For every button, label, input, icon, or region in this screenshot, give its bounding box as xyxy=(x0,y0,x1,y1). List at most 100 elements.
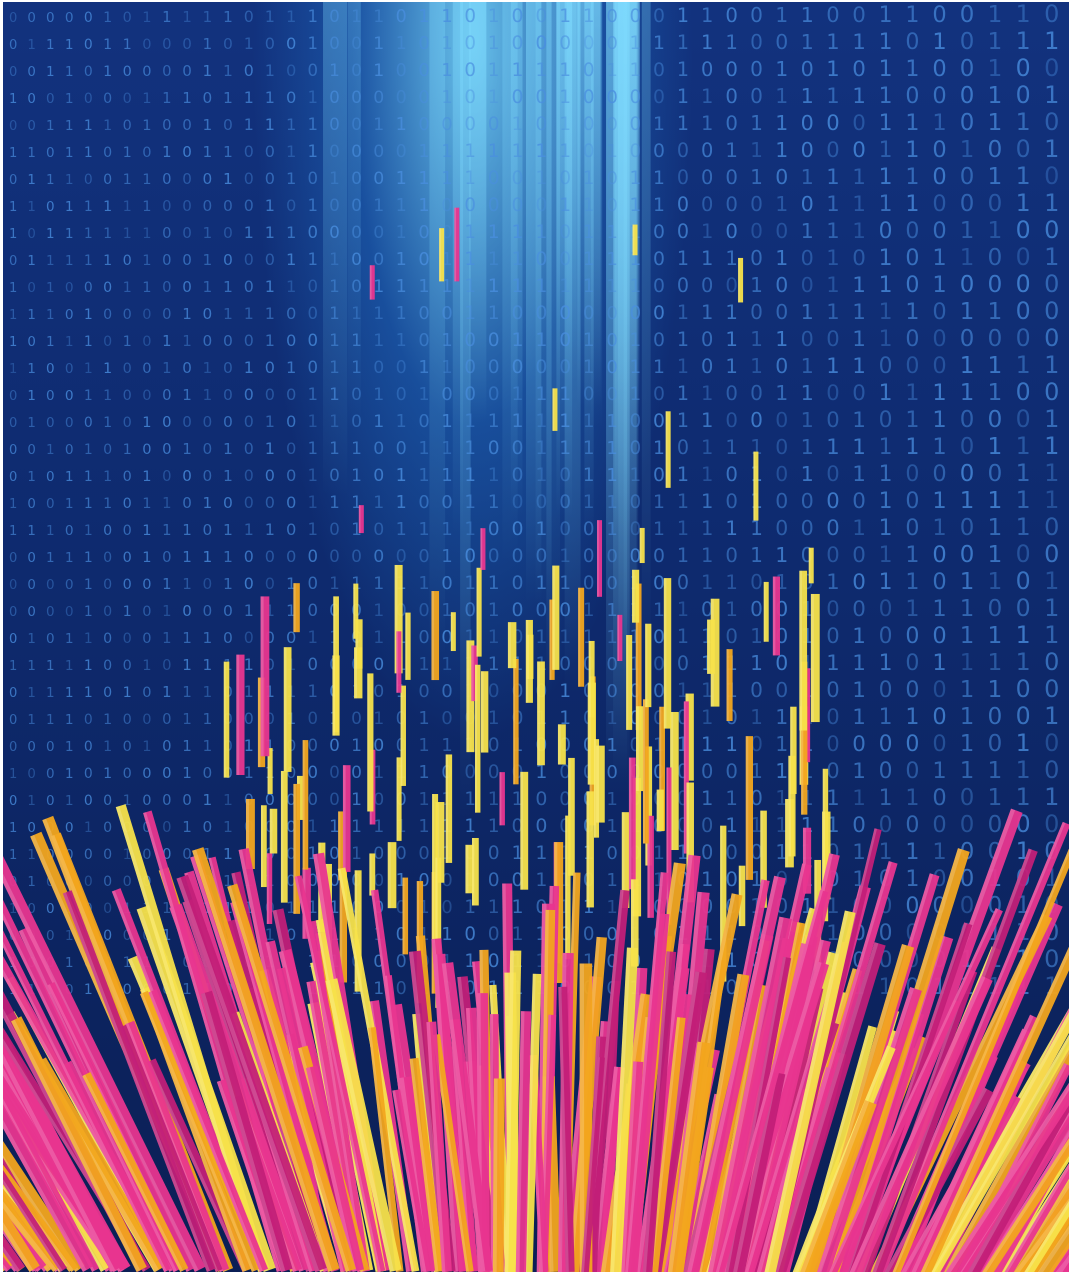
binary-digit: 0 xyxy=(630,303,642,324)
binary-digit: 1 xyxy=(65,64,74,80)
binary-digit: 0 xyxy=(396,439,407,459)
binary-digit: 0 xyxy=(606,303,618,324)
binary-digit: 1 xyxy=(701,679,713,702)
binary-digit: 1 xyxy=(488,6,500,27)
binary-digit: 0 xyxy=(932,542,946,568)
data-stream-bar xyxy=(632,224,638,256)
binary-digit: 1 xyxy=(162,360,171,377)
binary-digit: 0 xyxy=(203,521,213,539)
binary-digit: 0 xyxy=(307,574,318,593)
binary-digit: 0 xyxy=(725,193,738,216)
light-ray xyxy=(323,2,348,497)
binary-digit: 1 xyxy=(103,361,112,377)
binary-digit: 1 xyxy=(750,435,763,459)
binary-digit: 1 xyxy=(123,145,132,161)
binary-digit: 1 xyxy=(307,196,318,215)
binary-digit: 1 xyxy=(441,330,453,351)
binary-digit: 0 xyxy=(46,604,55,620)
binary-digit: 0 xyxy=(630,681,642,702)
binary-digit: 1 xyxy=(418,762,429,783)
binary-digit: 1 xyxy=(396,34,407,54)
data-stream-bar xyxy=(358,505,364,534)
binary-digit: 0 xyxy=(826,461,839,486)
binary-digit: 0 xyxy=(84,415,93,431)
binary-digit: 1 xyxy=(9,524,17,539)
binary-digit: 0 xyxy=(142,144,151,161)
binary-digit: 1 xyxy=(307,142,318,161)
binary-digit: 1 xyxy=(265,412,275,431)
binary-digit: 1 xyxy=(142,522,151,539)
binary-digit: 0 xyxy=(511,545,523,567)
binary-digit: 0 xyxy=(653,384,665,405)
binary-digit: 0 xyxy=(1016,702,1031,730)
binary-digit: 1 xyxy=(826,218,839,243)
binary-digit: 1 xyxy=(1016,351,1031,379)
binary-digit: 1 xyxy=(65,469,74,485)
binary-digit: 1 xyxy=(488,492,500,513)
binary-digit: 0 xyxy=(265,547,275,566)
binary-digit: 0 xyxy=(373,169,384,189)
binary-digit: 0 xyxy=(559,249,571,270)
light-ray xyxy=(566,2,577,358)
binary-digit: 1 xyxy=(464,249,476,270)
binary-digit: 1 xyxy=(879,30,893,55)
binary-digit: 1 xyxy=(182,710,192,728)
binary-digit: 0 xyxy=(142,387,151,404)
binary-digit: 1 xyxy=(677,598,689,621)
binary-digit: 0 xyxy=(583,573,595,594)
binary-digit: 0 xyxy=(265,250,275,269)
binary-digit: 0 xyxy=(9,254,17,269)
binary-digit: 0 xyxy=(396,61,407,81)
binary-digit: 0 xyxy=(677,166,689,189)
binary-digit: 1 xyxy=(511,410,523,432)
binary-digit: 0 xyxy=(535,788,547,810)
binary-digit: 0 xyxy=(351,34,362,54)
binary-digit: 0 xyxy=(103,793,112,809)
binary-digit: 0 xyxy=(244,547,254,566)
binary-digit: 1 xyxy=(852,84,866,109)
binary-digit: 0 xyxy=(351,196,362,216)
binary-digit: 0 xyxy=(123,631,132,647)
binary-digit: 0 xyxy=(960,461,975,487)
binary-digit: 0 xyxy=(123,550,132,566)
binary-digit: 0 xyxy=(351,385,362,405)
binary-digit: 1 xyxy=(879,3,893,28)
binary-digit: 0 xyxy=(535,356,547,378)
binary-digit: 1 xyxy=(84,442,93,458)
binary-digit: 0 xyxy=(852,543,866,568)
binary-digit: 0 xyxy=(123,307,132,323)
binary-digit: 1 xyxy=(559,627,571,648)
data-stream-bar xyxy=(665,411,671,488)
data-stream-bar xyxy=(799,570,808,731)
binary-digit: 1 xyxy=(905,542,919,568)
binary-digit: 1 xyxy=(801,84,814,108)
binary-digit: 1 xyxy=(879,381,893,406)
binary-digit: 0 xyxy=(606,87,618,108)
binary-digit: 1 xyxy=(464,492,476,513)
data-stream-bar xyxy=(788,755,796,857)
binary-digit: 1 xyxy=(265,115,275,134)
binary-digit: 0 xyxy=(488,168,500,189)
binary-digit: 1 xyxy=(559,114,571,135)
binary-digit: 0 xyxy=(265,628,275,647)
binary-digit: 1 xyxy=(418,789,429,810)
binary-digit: 1 xyxy=(852,408,866,433)
binary-digit: 1 xyxy=(223,89,233,107)
binary-digit: 0 xyxy=(826,731,839,756)
binary-digit: 1 xyxy=(373,574,384,594)
binary-digit: 1 xyxy=(988,541,1003,568)
binary-digit: 1 xyxy=(653,357,665,378)
binary-digit: 0 xyxy=(84,37,93,53)
binary-digit: 0 xyxy=(879,354,893,379)
binary-digit: 1 xyxy=(373,61,384,81)
binary-digit: 1 xyxy=(606,735,618,756)
binary-digit: 1 xyxy=(852,786,866,811)
data-stream-bar xyxy=(565,815,571,960)
binary-digit: 0 xyxy=(606,6,618,27)
binary-digit: 0 xyxy=(182,413,192,431)
data-stream-bar xyxy=(552,565,560,670)
binary-digit: 0 xyxy=(583,87,595,108)
binary-digit: 0 xyxy=(653,249,665,270)
binary-digit: 1 xyxy=(725,247,738,270)
binary-digit: 1 xyxy=(464,789,476,810)
